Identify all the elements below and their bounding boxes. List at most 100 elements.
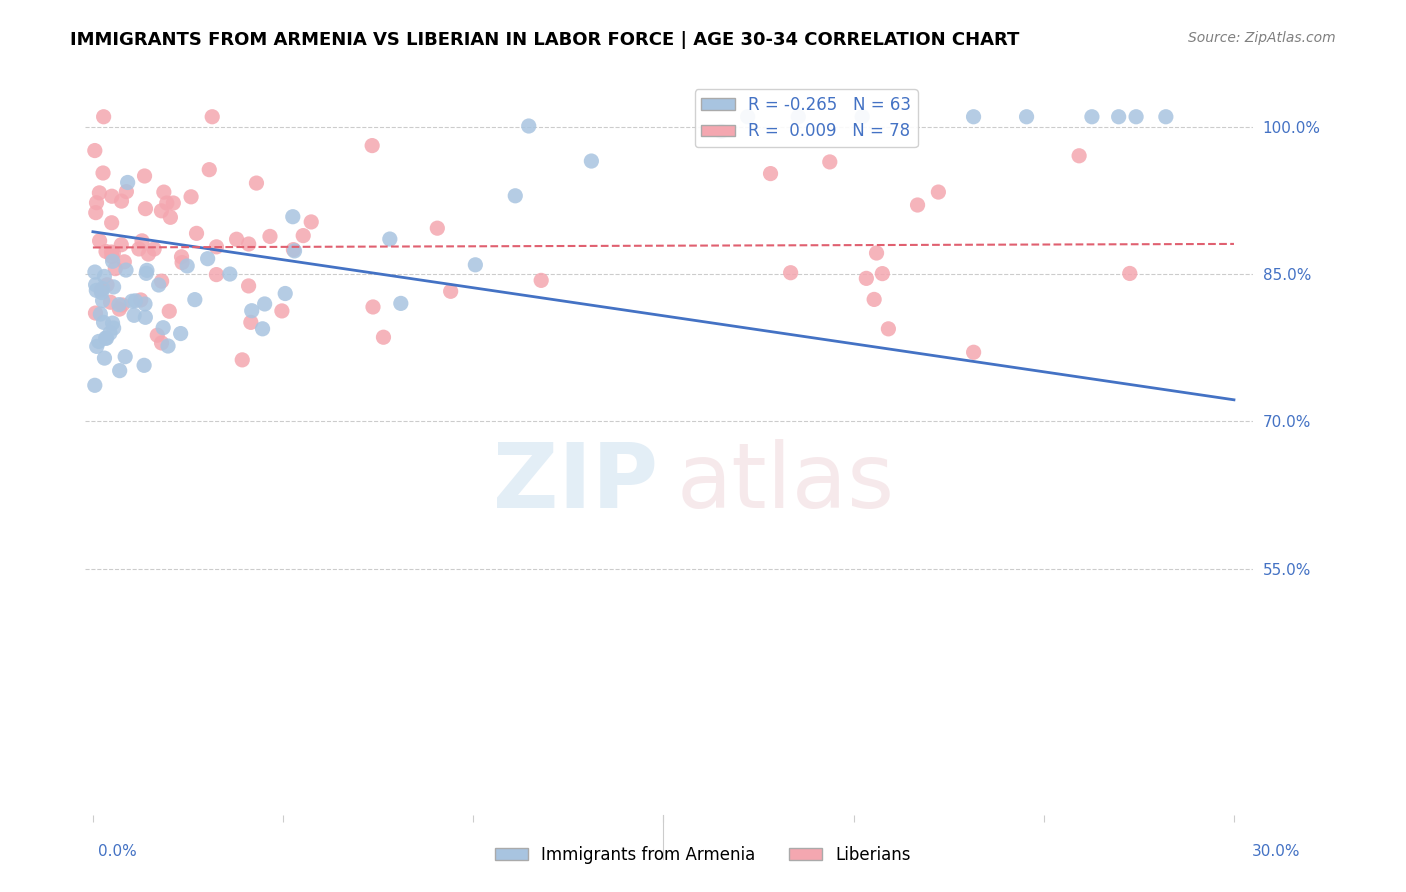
Point	[134, 202, 156, 216]
Point	[115, 185, 138, 199]
Point	[150, 335, 173, 350]
Point	[530, 273, 553, 287]
Text: 0.0%: 0.0%	[98, 845, 138, 859]
Point	[84, 205, 107, 219]
Point	[1108, 110, 1130, 124]
Point	[907, 198, 929, 212]
Point	[135, 263, 157, 277]
Point	[274, 286, 297, 301]
Point	[197, 252, 219, 266]
Point	[93, 269, 115, 284]
Point	[94, 331, 117, 345]
Point	[962, 345, 984, 359]
Point	[162, 196, 184, 211]
Point	[292, 228, 315, 243]
Point	[86, 195, 108, 210]
Point	[103, 321, 125, 335]
Point	[159, 211, 181, 225]
Point	[818, 155, 841, 169]
Point	[89, 234, 111, 248]
Point	[205, 268, 228, 282]
Point	[83, 378, 105, 392]
Legend: Immigrants from Armenia, Liberians: Immigrants from Armenia, Liberians	[488, 839, 918, 871]
Point	[239, 315, 262, 329]
Point	[91, 281, 114, 295]
Point	[100, 216, 122, 230]
Point	[581, 154, 603, 169]
Point	[101, 254, 124, 268]
Point	[361, 300, 384, 314]
Point	[787, 110, 810, 124]
Point	[104, 261, 127, 276]
Point	[90, 283, 112, 297]
Point	[122, 308, 145, 322]
Point	[281, 210, 304, 224]
Point	[86, 284, 108, 298]
Point	[150, 203, 173, 218]
Point	[121, 294, 143, 309]
Point	[170, 250, 193, 264]
Point	[115, 263, 138, 277]
Point	[87, 334, 110, 349]
Point	[112, 255, 135, 269]
Point	[389, 296, 412, 310]
Point	[91, 166, 114, 180]
Point	[83, 265, 105, 279]
Point	[877, 322, 900, 336]
Point	[101, 250, 124, 264]
Point	[252, 322, 274, 336]
Point	[169, 326, 191, 341]
Point	[101, 316, 124, 330]
Point	[759, 167, 782, 181]
Point	[134, 169, 156, 183]
Point	[855, 271, 877, 285]
Point	[872, 267, 894, 281]
Point	[83, 144, 105, 158]
Point	[96, 277, 118, 292]
Point	[378, 232, 401, 246]
Point	[108, 302, 131, 317]
Point	[153, 185, 176, 199]
Point	[1154, 110, 1177, 124]
Text: IMMIGRANTS FROM ARMENIA VS LIBERIAN IN LABOR FORCE | AGE 30-34 CORRELATION CHART: IMMIGRANTS FROM ARMENIA VS LIBERIAN IN L…	[70, 31, 1019, 49]
Point	[176, 259, 198, 273]
Point	[152, 320, 174, 334]
Point	[150, 274, 173, 288]
Point	[198, 162, 221, 177]
Point	[253, 297, 276, 311]
Point	[100, 295, 122, 310]
Point	[231, 352, 253, 367]
Point	[361, 138, 384, 153]
Point	[1125, 110, 1147, 124]
Point	[138, 247, 160, 261]
Point	[128, 242, 150, 256]
Point	[108, 364, 131, 378]
Point	[98, 326, 121, 340]
Point	[245, 176, 267, 190]
Point	[218, 267, 240, 281]
Point	[299, 215, 322, 229]
Point	[270, 304, 292, 318]
Point	[84, 306, 107, 320]
Point	[108, 298, 131, 312]
Point	[440, 285, 463, 299]
Point	[1119, 267, 1142, 281]
Point	[100, 245, 122, 260]
Point	[426, 221, 449, 235]
Point	[1015, 110, 1038, 124]
Point	[96, 331, 118, 345]
Point	[156, 196, 179, 211]
Point	[172, 255, 194, 269]
Point	[84, 277, 107, 292]
Point	[143, 242, 166, 256]
Point	[117, 176, 139, 190]
Point	[157, 339, 180, 353]
Text: 30.0%: 30.0%	[1253, 845, 1301, 859]
Point	[131, 234, 153, 248]
Point	[134, 297, 156, 311]
Point	[180, 190, 202, 204]
Point	[93, 110, 115, 124]
Point	[851, 110, 873, 124]
Point	[201, 110, 224, 124]
Point	[110, 237, 132, 252]
